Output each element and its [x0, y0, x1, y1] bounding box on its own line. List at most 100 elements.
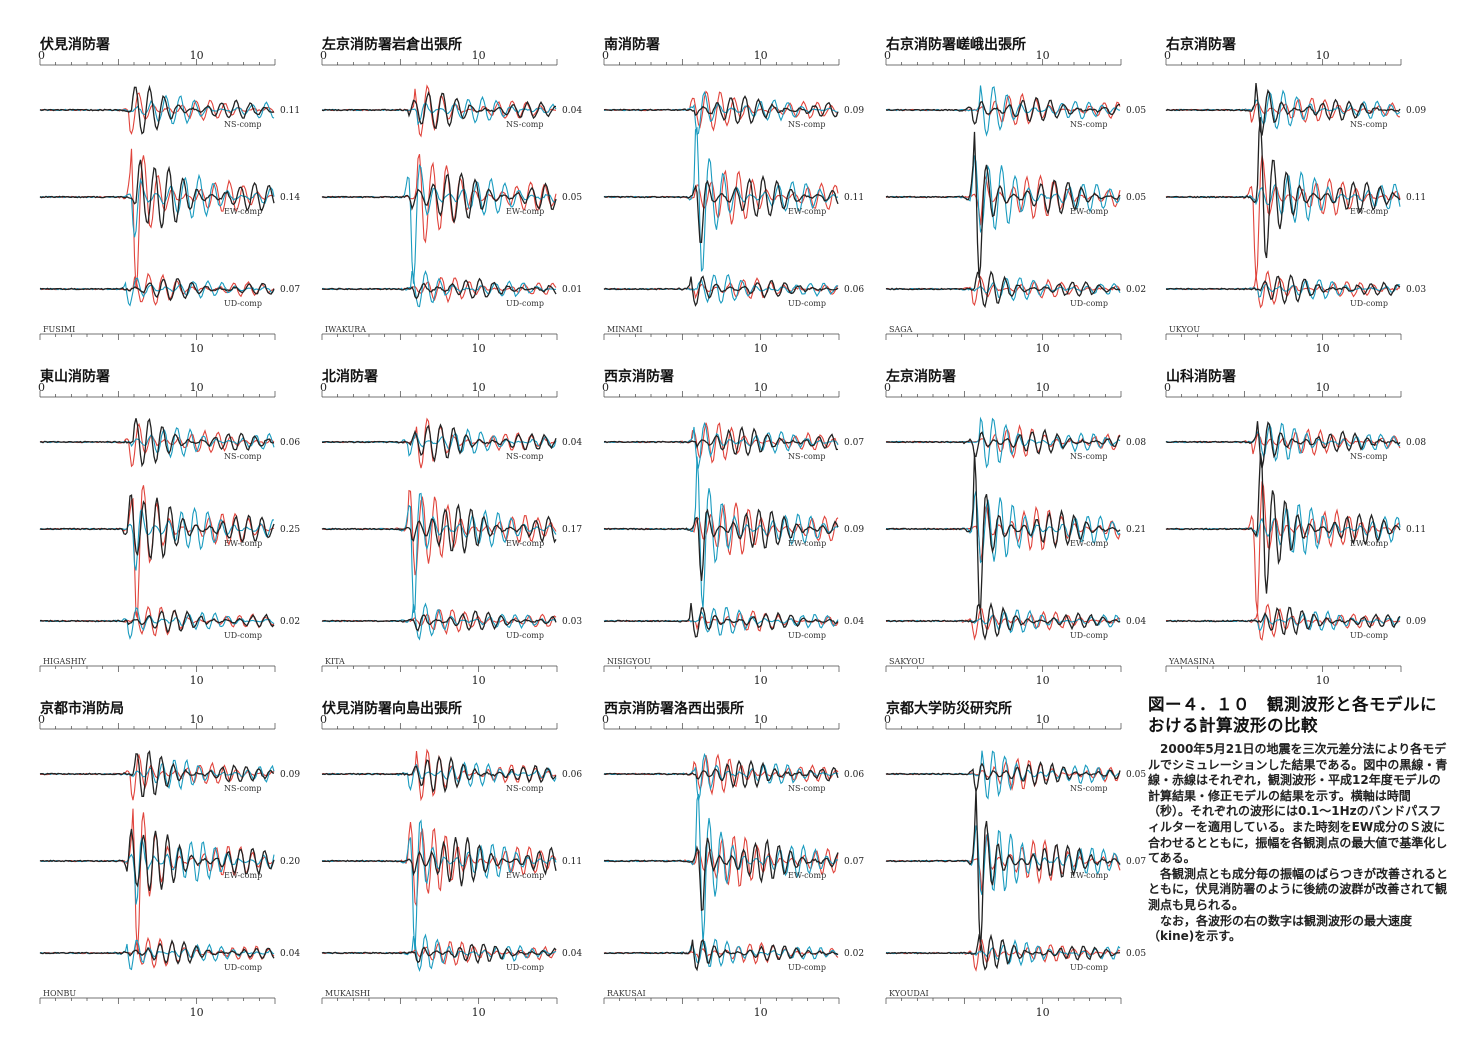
axis-tick-label: 0 [320, 381, 327, 394]
model-h12-trace-ew-comp [886, 490, 1121, 564]
station-title: 伏見消防署向島出張所 [322, 701, 462, 717]
peak-value-label: 0.03 [562, 617, 582, 627]
station-title: 右京消防署 [1166, 37, 1236, 53]
observed-trace-ud-comp [1165, 274, 1401, 305]
axis-tick-label: 0 [38, 381, 45, 394]
component-label: EW-comp [224, 871, 262, 880]
station-title: 京都大学防災研究所 [886, 701, 1012, 717]
peak-value-label: 0.07 [844, 438, 864, 448]
peak-value-label: 0.17 [562, 525, 582, 535]
station-code: RAKUSAI [607, 989, 646, 998]
model-h12-trace-ns-comp [603, 421, 839, 470]
model-h12-trace-ns-comp [603, 752, 839, 801]
observed-trace-ud-comp [1165, 606, 1401, 636]
station-plot: 0 10 0.08 NS-comp 0.11 EW-comp 0.09 UD-comp YAMA… [1164, 381, 1426, 687]
axis-tick-label: 10 [472, 674, 486, 687]
station-title: 北消防署 [322, 369, 378, 385]
axis-tick-label: 0 [602, 713, 609, 726]
observed-trace-ew-comp [885, 131, 1121, 278]
axis-tick-label: 10 [1316, 674, 1330, 687]
axis-tick-label: 10 [190, 713, 204, 726]
model-h12-trace-ew-comp [322, 492, 557, 613]
station-title: 京都市消防局 [40, 701, 124, 717]
observed-trace-ns-comp [603, 95, 839, 125]
axis-tick-label: 0 [884, 713, 891, 726]
axis-tick-label: 10 [472, 1006, 486, 1019]
model-revised-trace-ew-comp [1165, 154, 1401, 280]
caption: 図ー４．１０ 観測波形と各モデルにおける計算波形の比較 2000年5月21日の地… [1148, 694, 1448, 945]
observed-trace-ew-comp [603, 837, 839, 911]
station-code: YAMASINA [1168, 657, 1215, 666]
axis-tick-label: 10 [472, 713, 486, 726]
observed-trace-ew-comp [321, 503, 557, 554]
axis-tick-label: 10 [1316, 381, 1330, 394]
axis-tick-label: 10 [472, 342, 486, 355]
axis-tick-label: 10 [754, 1006, 768, 1019]
station-plot: 0 10 0.04 NS-comp 0.17 EW-comp 0.03 UD-comp KITA… [320, 381, 582, 687]
peak-value-label: 0.09 [1406, 106, 1426, 116]
station-panel-yamasina: 山科消防署 0 10 0.08 NS-comp 0.11 EW-comp 0.09 UD-com… [1164, 366, 1436, 696]
station-plot: 0 10 0.04 NS-comp 0.05 EW-comp 0.01 UD-comp IWAK… [320, 49, 582, 355]
component-label: EW-comp [788, 539, 826, 548]
station-panel-saga: 右京消防署嵯峨出張所 0 10 0.05 NS-comp 0.05 EW-comp 0.02 U… [884, 34, 1156, 364]
observed-trace-ew-comp [321, 171, 557, 223]
axis-tick-label: 10 [190, 49, 204, 62]
observed-trace-ew-comp [39, 159, 275, 229]
peak-value-label: 0.20 [280, 857, 300, 867]
component-label: EW-comp [506, 539, 544, 548]
model-revised-trace-ew-comp [40, 148, 275, 289]
component-label: UD-comp [506, 963, 544, 972]
axis-tick-label: 0 [38, 713, 45, 726]
model-revised-trace-ns-comp [39, 753, 275, 801]
peak-value-label: 0.11 [1406, 525, 1426, 535]
component-label: NS-comp [788, 452, 825, 461]
observed-trace-ud-comp [321, 943, 557, 965]
model-h12-trace-ew-comp [603, 126, 839, 272]
model-revised-trace-ew-comp [885, 834, 1121, 894]
observed-trace-ud-comp [39, 939, 275, 965]
axis-tick-label: 0 [1164, 381, 1171, 394]
station-code: HIGASHIY [43, 657, 87, 666]
station-panel-honbu: 京都市消防局 0 10 0.09 NS-comp 0.20 EW-comp 0.04 UD-co… [38, 698, 310, 1028]
axis-tick-label: 10 [754, 713, 768, 726]
axis-tick-label: 10 [1036, 381, 1050, 394]
component-label: EW-comp [788, 207, 826, 216]
station-code: SAKYOU [889, 657, 925, 666]
peak-value-label: 0.21 [1126, 525, 1146, 535]
axis-tick-label: 10 [190, 381, 204, 394]
axis-tick-label: 10 [1036, 674, 1050, 687]
station-title: 伏見消防署 [40, 37, 110, 53]
component-label: EW-comp [1350, 539, 1388, 548]
component-label: UD-comp [224, 631, 262, 640]
observed-trace-ud-comp [40, 609, 275, 634]
peak-value-label: 0.01 [562, 285, 582, 295]
observed-trace-ew-comp [321, 837, 557, 887]
observed-trace-ns-comp [885, 428, 1121, 458]
peak-value-label: 0.06 [844, 285, 864, 295]
observed-trace-ns-comp [1165, 421, 1401, 469]
model-h12-trace-ud-comp [603, 274, 839, 305]
model-revised-trace-ew-comp [321, 489, 557, 576]
peak-value-label: 0.02 [1126, 285, 1146, 295]
station-plot: 0 10 0.06 NS-comp 0.25 EW-comp 0.02 UD-comp HIGA… [38, 381, 300, 687]
axis-tick-label: 10 [754, 342, 768, 355]
observed-trace-ew-comp [603, 508, 839, 582]
model-h12-trace-ns-comp [39, 94, 275, 125]
station-code: NISIGYOU [607, 657, 651, 666]
station-panel-rakusai: 西京消防署洛西出張所 0 10 0.06 NS-comp 0.07 EW-comp 0.02 U… [602, 698, 874, 1028]
station-plot: 0 10 0.05 NS-comp 0.07 EW-comp 0.05 UD-comp KYOU… [884, 713, 1146, 1019]
component-label: NS-comp [224, 120, 261, 129]
peak-value-label: 0.11 [844, 193, 864, 203]
station-title: 西京消防署洛西出張所 [604, 701, 744, 717]
peak-value-label: 0.06 [562, 770, 582, 780]
observed-trace-ew-comp [885, 452, 1121, 612]
model-h12-trace-ew-comp [39, 837, 275, 905]
peak-value-label: 0.14 [280, 193, 300, 203]
caption-title: 図ー４．１０ 観測波形と各モデルにおける計算波形の比較 [1148, 695, 1437, 735]
axis-tick-label: 10 [190, 1006, 204, 1019]
component-label: UD-comp [506, 631, 544, 640]
observed-trace-ew-comp [1165, 453, 1401, 594]
caption-paragraph-2: 各観測点とも成分毎の振幅のばらつきが改善されるとともに，伏見消防署のように後続の… [1148, 866, 1449, 912]
station-code: IWAKURA [325, 325, 366, 334]
component-label: UD-comp [1070, 963, 1108, 972]
